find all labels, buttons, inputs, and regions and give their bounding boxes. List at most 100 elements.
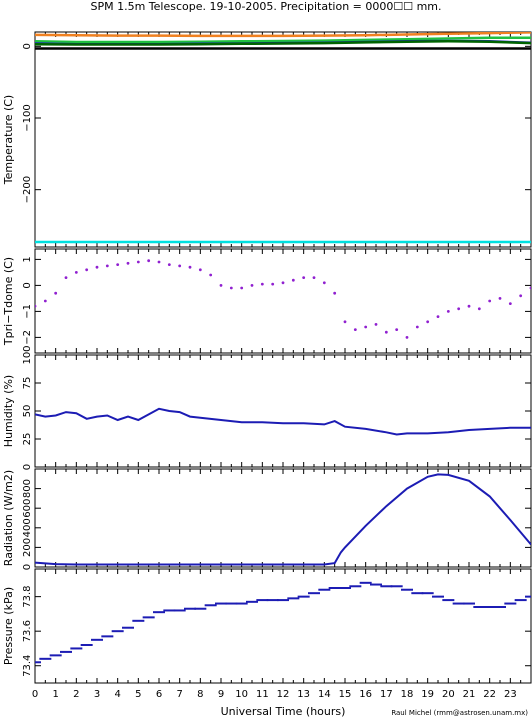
pressure-y-tick-label: 73.6 (22, 620, 33, 642)
tpri-tdome-point (281, 281, 285, 285)
pressure-point (132, 619, 145, 622)
tpri-tdome-y-tick-label: 1 (22, 256, 33, 262)
tpri-tdome-point (105, 264, 109, 268)
temperature-y-tick-label: −200 (22, 176, 33, 203)
humidity-y-tick-label: 25 (22, 433, 33, 446)
tpri-tdome-point (457, 307, 461, 311)
pressure-point (153, 611, 165, 614)
temperature-y-tick-label: 0 (22, 43, 33, 49)
tpri-tdome-y-tick-label: −1 (22, 304, 33, 319)
x-tick-label: 8 (197, 689, 203, 700)
x-tick-label: 9 (218, 689, 224, 700)
radiation-y-tick-label: 0 (22, 564, 33, 570)
pressure-point (463, 602, 475, 605)
pressure-point (111, 630, 124, 633)
pressure-y-tick-label: 73.8 (22, 586, 33, 608)
x-tick-label: 4 (114, 689, 120, 700)
tpri-tdome-point (85, 268, 89, 272)
tpri-tdome-point (302, 276, 306, 279)
temperature-series-line (35, 40, 531, 46)
pressure-point (266, 599, 279, 602)
pressure-point (390, 585, 403, 588)
tpri-tdome-point (364, 325, 368, 329)
pressure-point (49, 654, 62, 657)
tpri-tdome-point (43, 299, 47, 303)
x-tick-label: 12 (277, 689, 290, 700)
tpri-tdome-data (35, 259, 531, 339)
pressure-point (215, 602, 227, 605)
pressure-point (380, 585, 393, 588)
tpri-tdome-point (167, 263, 171, 266)
pressure-point (452, 602, 465, 605)
temperature-y-tick-label: −100 (22, 104, 33, 131)
x-tick-label: 5 (135, 689, 141, 700)
humidity-series-line (35, 407, 531, 436)
tpri-tdome-y-tick-label: 0 (22, 282, 33, 288)
pressure-point (39, 657, 52, 660)
tpri-tdome-point (508, 302, 512, 305)
tpri-tdome-point (312, 276, 316, 279)
temperature-panel: 0 −100 −200 Temperature (C) (2, 31, 532, 248)
temperature-series-line (35, 36, 531, 44)
x-tick-label: 6 (156, 689, 162, 700)
tpri-tdome-point (415, 325, 419, 329)
tpri-tdome-point (198, 268, 202, 272)
radiation-y-axis-title: Radiation (W/m2) (2, 470, 15, 566)
tpri-tdome-point (374, 323, 378, 326)
tpri-tdome-point (219, 284, 223, 287)
pressure-point (504, 602, 517, 605)
pressure-point (411, 592, 424, 595)
x-tick-label: 7 (176, 689, 182, 700)
tpri-tdome-frame (34, 248, 532, 354)
pressure-point (225, 602, 238, 605)
pressure-point (91, 638, 103, 641)
x-tick-label: 14 (318, 689, 331, 700)
tpri-tdome-point (529, 286, 531, 290)
tpri-tdome-point (436, 315, 440, 318)
humidity-y-tick-label: 50 (22, 405, 33, 418)
tpri-tdome-point (240, 286, 244, 290)
tpri-tdome-point (64, 276, 68, 279)
pressure-point (163, 609, 176, 612)
pressure-point (122, 626, 134, 629)
pressure-point (287, 597, 300, 600)
radiation-y-tick-label: 400 (22, 518, 33, 537)
x-axis-tick-labels: 0 1 2 3 4 5 6 7 8 9 10 11 12 13 14 15 16 17 18 19 20 21 22 23 (32, 689, 517, 700)
humidity-y-tick-label: 100 (22, 345, 33, 364)
author-credit: Raul Michel (rmm@astrosen.unam.mx) (391, 709, 528, 717)
humidity-panel: 0 25 50 75 100 Humidity (%) (2, 345, 532, 470)
pressure-point (80, 644, 93, 646)
x-tick-label: 18 (401, 689, 414, 700)
radiation-y-tick-label: 600 (22, 499, 33, 518)
pressure-point (339, 587, 351, 589)
x-tick-label: 3 (94, 689, 100, 700)
x-tick-label: 2 (73, 689, 79, 700)
humidity-frame (34, 354, 532, 468)
pressure-point (328, 587, 341, 589)
tpri-tdome-point (271, 282, 275, 286)
tpri-tdome-point (291, 278, 295, 282)
radiation-data (35, 473, 531, 566)
x-tick-label: 10 (235, 689, 248, 700)
pressure-point (318, 588, 331, 591)
tpri-tdome-point (157, 260, 161, 264)
pressure-point (60, 650, 72, 653)
radiation-series-line (35, 473, 531, 566)
tpri-tdome-point (250, 284, 254, 287)
tpri-tdome-point (126, 261, 130, 265)
tpri-tdome-point (384, 330, 388, 334)
pressure-point (421, 592, 434, 595)
pressure-y-tick-label: 73.4 (22, 655, 33, 677)
tpri-tdome-point (446, 310, 450, 313)
tpri-tdome-y-tick-label: −2 (22, 330, 33, 345)
x-tick-label: 13 (297, 689, 310, 700)
x-tick-label: 17 (380, 689, 393, 700)
tpri-tdome-point (147, 259, 151, 263)
pressure-point (142, 616, 155, 619)
x-tick-label: 11 (256, 689, 269, 700)
tpri-tdome-point (395, 328, 399, 331)
tpri-tdome-point (260, 282, 264, 286)
pressure-point (235, 602, 248, 605)
